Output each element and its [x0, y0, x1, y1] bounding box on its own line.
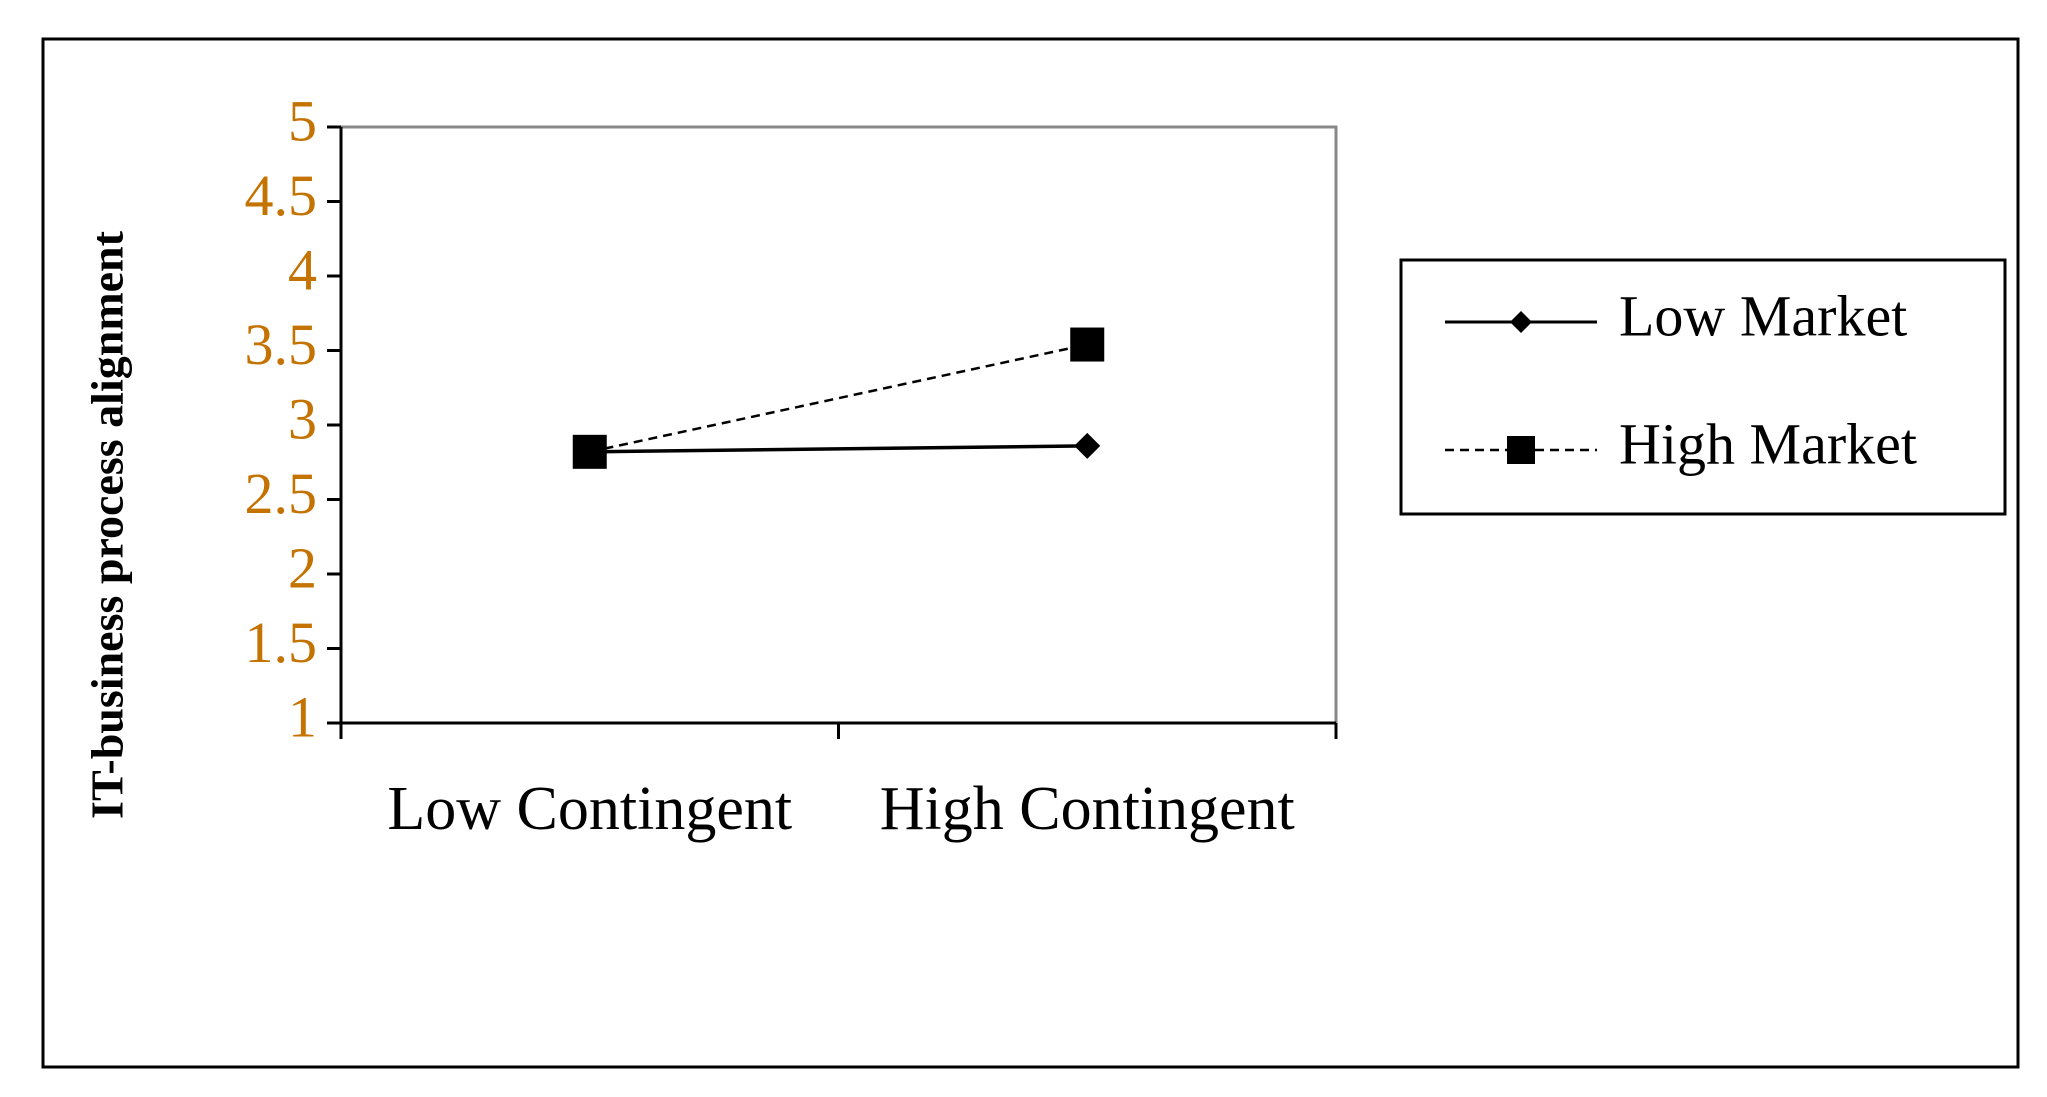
x-tick-label: High Contingent	[880, 775, 1295, 843]
data-point	[572, 434, 607, 469]
y-tick-label: 2.5	[245, 461, 318, 526]
y-tick-label: 1.5	[245, 610, 318, 675]
legend-marker	[1507, 436, 1535, 464]
series-line	[589, 444, 1088, 454]
legend-label: High Market	[1619, 411, 1917, 476]
legend-label: Low Market	[1619, 283, 1907, 348]
y-axis-title: IT-business process alignment	[82, 230, 133, 819]
y-tick-label: 4	[288, 237, 317, 302]
legend-marker	[1510, 311, 1532, 333]
series-line	[589, 343, 1088, 454]
data-point	[1074, 432, 1101, 459]
x-tick-label: Low Contingent	[387, 775, 792, 843]
y-tick-label: 2	[288, 535, 317, 600]
chart-frame	[41, 37, 2020, 1069]
y-tick-label: 1	[288, 684, 317, 749]
y-tick-label: 5	[288, 88, 317, 153]
data-point	[1070, 327, 1105, 362]
y-tick-label: 3.5	[245, 312, 318, 377]
y-tick-label: 3	[288, 386, 317, 451]
legend-box	[1399, 258, 2007, 516]
y-tick-label: 4.5	[245, 163, 318, 228]
